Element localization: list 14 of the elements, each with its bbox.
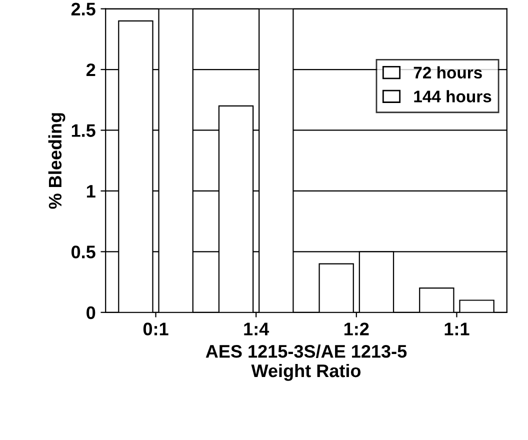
- x-tick-label: 1:2: [344, 322, 369, 336]
- y-axis-title: % Bleeding: [48, 113, 66, 209]
- x-tick-label: 1:1: [444, 322, 470, 336]
- legend-label: 144 hours: [414, 90, 492, 102]
- x-tick-label: 1:4: [244, 322, 270, 336]
- y-tick-label: 2.5: [71, 2, 96, 16]
- x-tick-label: 0:1: [143, 322, 168, 336]
- y-tick-label: 2: [86, 63, 96, 76]
- y-tick-label: 0: [86, 306, 96, 320]
- legend-label: 72 hours: [414, 66, 482, 79]
- y-tick-label: 0.5: [71, 246, 96, 258]
- y-tick-label: 1.5: [72, 124, 96, 137]
- y-tick-label: 1: [86, 185, 96, 198]
- x-axis-title: AES 1215-3S/AE 1213-5 Weight Ratio: [206, 344, 407, 381]
